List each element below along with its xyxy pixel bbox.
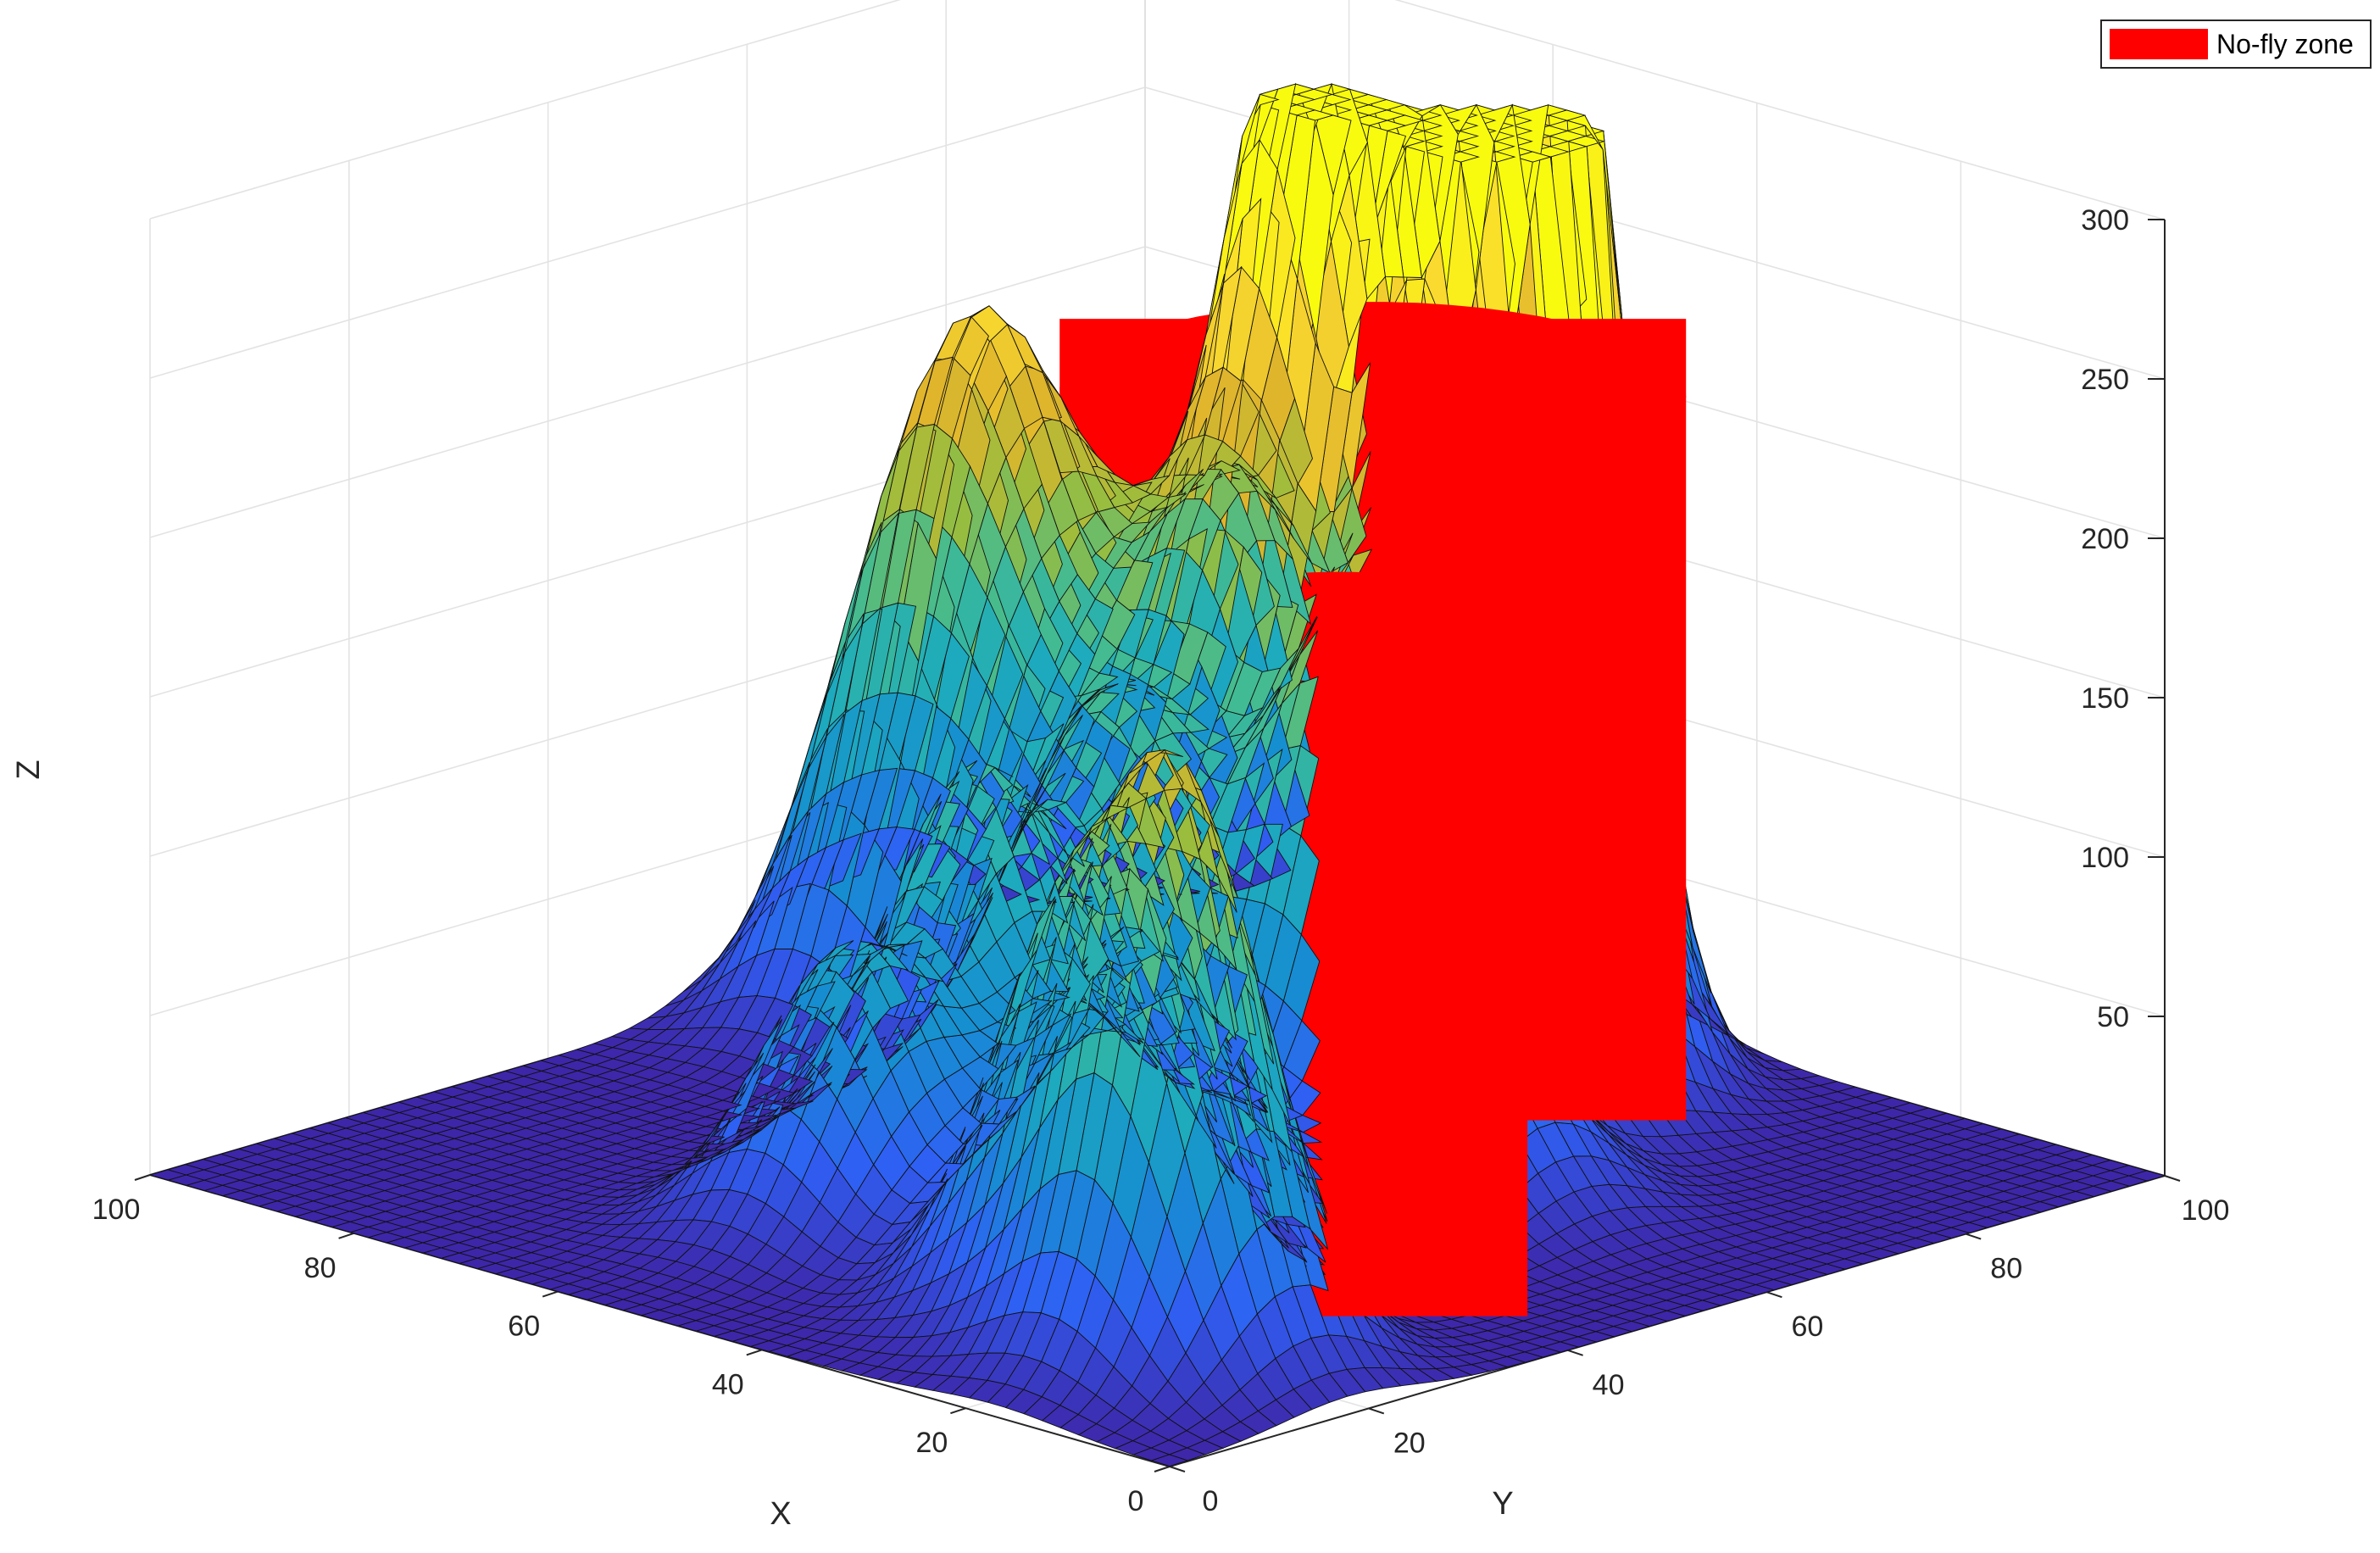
surface-layer [148, 82, 2166, 1467]
gridline-z-left [1394, 0, 2166, 220]
z-tick-label: 250 [2081, 364, 2129, 396]
x-tick-label: 40 [712, 1368, 744, 1400]
z-tick-label: 50 [2097, 1001, 2129, 1033]
x-tick-label: 60 [508, 1311, 540, 1343]
legend: No-fly zone [2100, 19, 2372, 69]
y-tick-mark [2164, 1175, 2181, 1182]
x-tick-mark [338, 1232, 354, 1239]
y-axis-label: Y [1492, 1486, 1513, 1522]
y-tick-mark [1567, 1349, 1583, 1356]
gridline-z-right [149, 246, 1146, 538]
z-tick-label: 300 [2081, 204, 2129, 237]
y-tick-mark [1965, 1233, 1982, 1240]
no-fly-zone-top [1059, 302, 1687, 483]
x-tick-label: 0 [1128, 1485, 1144, 1517]
z-tick-label: 100 [2081, 842, 2129, 874]
x-tick-mark [950, 1407, 966, 1415]
x-tick-label: 100 [92, 1194, 141, 1226]
gridline-z-right [149, 86, 1146, 379]
y-tick-label: 80 [1990, 1253, 2022, 1285]
legend-label-no-fly-zone: No-fly zone [2216, 29, 2354, 59]
z-axis-label: Z [11, 760, 47, 779]
surface-cell [148, 1169, 188, 1181]
y-tick-label: 20 [1393, 1427, 1426, 1459]
z-tick-label: 200 [2081, 523, 2129, 555]
gridline-z-right [149, 0, 901, 220]
y-tick-label: 100 [2182, 1194, 2230, 1227]
legend-swatch-no-fly-zone [2110, 29, 2208, 59]
x-tick-mark [542, 1290, 559, 1298]
x-tick-label: 20 [915, 1427, 948, 1459]
y-tick-label: 60 [1791, 1311, 1823, 1343]
x-tick-label: 80 [304, 1252, 336, 1284]
z-tick-label: 150 [2081, 682, 2129, 715]
x-tick-mark [134, 1174, 151, 1181]
x-tick-mark [746, 1349, 763, 1356]
x-axis-label: X [770, 1496, 791, 1532]
y-tick-label: 0 [1203, 1485, 1219, 1517]
y-tick-label: 40 [1593, 1369, 1625, 1401]
y-tick-mark [1368, 1407, 1385, 1415]
y-tick-mark [1766, 1291, 1782, 1299]
label-layer: X Y Z [11, 760, 1514, 1532]
y-tick-mark [1169, 1466, 1186, 1472]
x-tick-mark [1154, 1466, 1171, 1472]
